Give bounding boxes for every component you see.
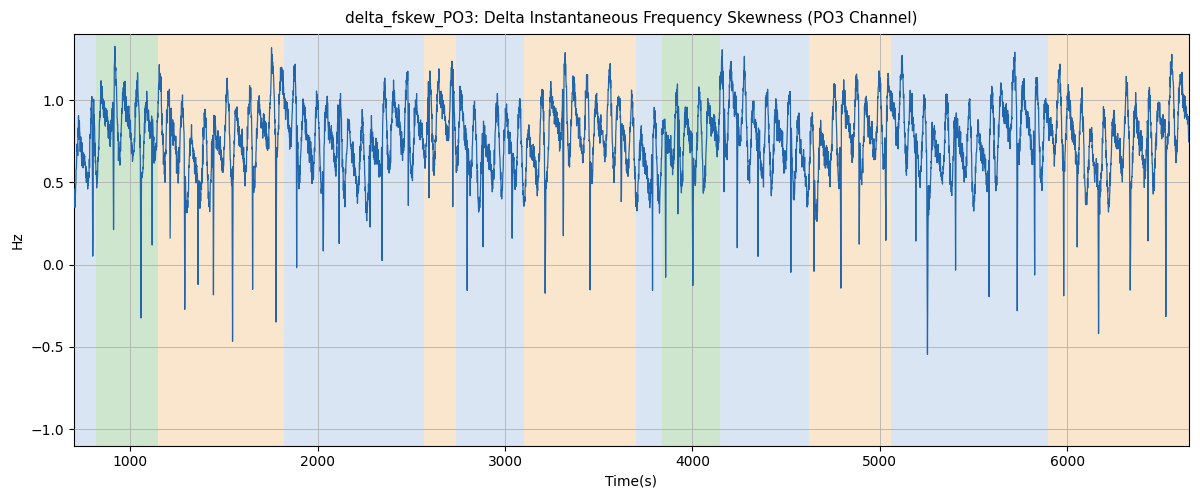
X-axis label: Time(s): Time(s) (606, 475, 658, 489)
Bar (523, 34, 636, 446)
Bar (890, 34, 1049, 446)
Bar (456, 34, 523, 446)
Bar (809, 34, 890, 446)
Bar (662, 34, 720, 446)
Bar (720, 34, 809, 446)
Bar (636, 34, 662, 446)
Bar (96, 34, 158, 446)
Y-axis label: Hz: Hz (11, 231, 25, 249)
Title: delta_fskew_PO3: Delta Instantaneous Frequency Skewness (PO3 Channel): delta_fskew_PO3: Delta Instantaneous Fre… (346, 11, 918, 28)
Bar (74, 34, 96, 446)
Bar (425, 34, 456, 446)
Bar (1049, 34, 1076, 446)
Bar (1076, 34, 1189, 446)
Bar (284, 34, 425, 446)
Bar (158, 34, 284, 446)
